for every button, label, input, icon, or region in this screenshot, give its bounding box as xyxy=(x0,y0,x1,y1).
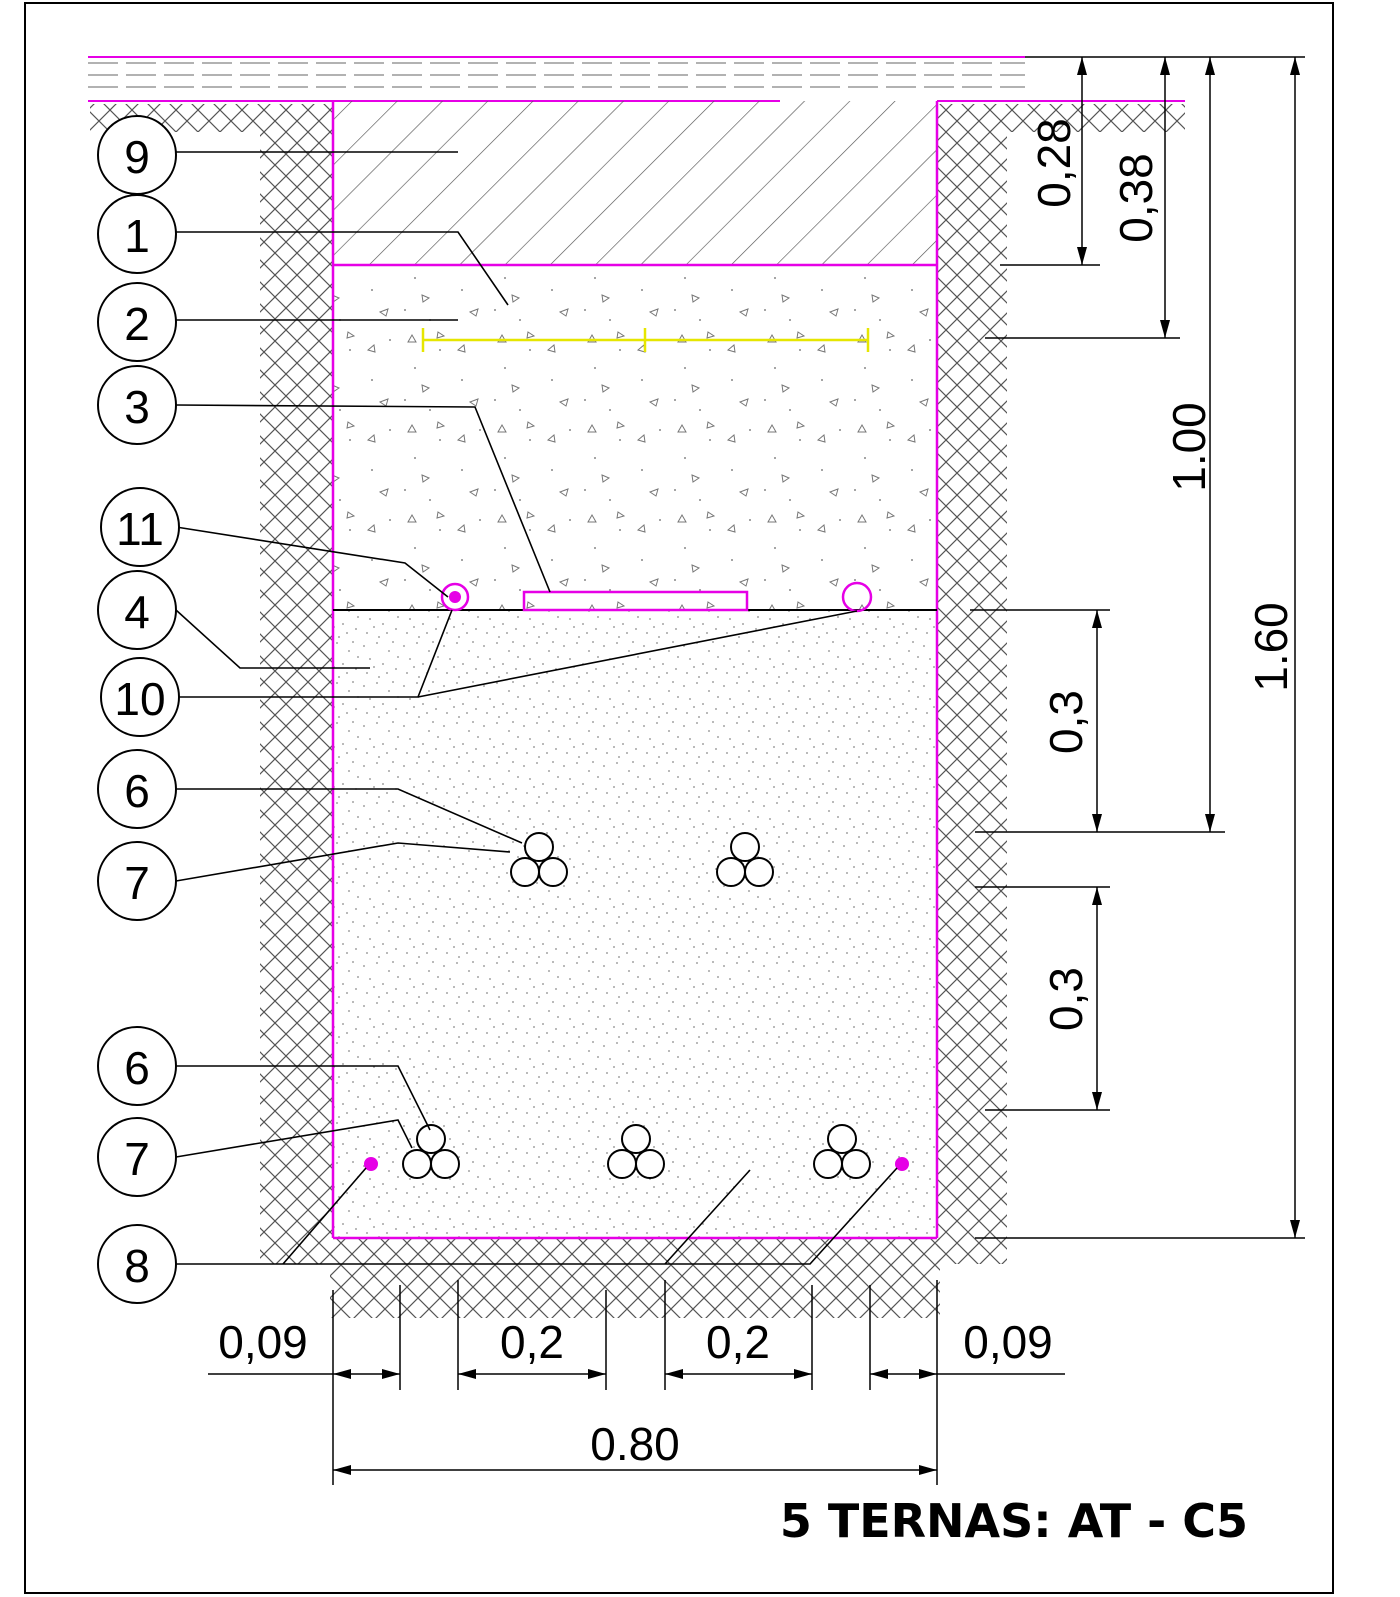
dim-0-38: 0,38 xyxy=(1110,153,1162,243)
callout-6-lower: 6 xyxy=(124,1042,150,1094)
callout-6-upper: 6 xyxy=(124,765,150,817)
warning-tape xyxy=(421,328,870,352)
cable-trefoil-lower-center xyxy=(607,1124,665,1179)
vertical-dimension-lines xyxy=(970,56,1305,1239)
dim-0-28: 0,28 xyxy=(1028,118,1080,208)
callout-9: 9 xyxy=(124,131,150,183)
vertical-dimension-arrows xyxy=(1077,57,1300,1238)
earth-conductor-right xyxy=(895,1157,909,1171)
callout-1: 1 xyxy=(124,210,150,262)
drawing-title: 5 TERNAS: AT - C5 xyxy=(780,1494,1248,1548)
horizontal-dimension-arrows xyxy=(333,1369,937,1475)
pavement-surface xyxy=(88,56,1185,102)
cable-trefoil-upper-left xyxy=(510,832,568,887)
callout-2: 2 xyxy=(124,298,150,350)
earth-conductor-left xyxy=(364,1157,378,1171)
trench-outline xyxy=(331,101,939,1240)
leader-lines xyxy=(175,151,898,1265)
dim-0-2-right: 0,2 xyxy=(706,1316,770,1368)
dim-0-3-lower: 0,3 xyxy=(1040,967,1092,1031)
callout-7-lower: 7 xyxy=(124,1133,150,1185)
callout-bubbles xyxy=(97,115,180,1304)
dim-1-60: 1.60 xyxy=(1245,602,1297,692)
callout-7-upper: 7 xyxy=(124,857,150,909)
dim-0-09-right: 0,09 xyxy=(963,1316,1053,1368)
horizontal-dimension-lines xyxy=(208,1280,1065,1485)
callout-3: 3 xyxy=(124,381,150,433)
fiber-cable-11 xyxy=(449,591,461,603)
duct-left xyxy=(440,582,470,612)
dim-0-3-upper: 0,3 xyxy=(1040,690,1092,754)
cable-trefoil-lower-left xyxy=(402,1124,460,1179)
layer-1-concrete xyxy=(333,265,937,610)
callout-8: 8 xyxy=(124,1240,150,1292)
dim-0-09-left: 0,09 xyxy=(218,1316,308,1368)
protection-plate xyxy=(522,590,749,612)
cable-trefoil-upper-right xyxy=(716,832,774,887)
cable-trefoil-lower-right xyxy=(813,1124,871,1179)
drawing-frame xyxy=(24,2,1334,1594)
dim-0-80-total: 0.80 xyxy=(590,1418,680,1470)
dim-1-00: 1.00 xyxy=(1163,402,1215,492)
dim-0-2-left: 0,2 xyxy=(500,1316,564,1368)
callout-4: 4 xyxy=(124,586,150,638)
callout-10: 10 xyxy=(114,673,165,725)
callout-11: 11 xyxy=(116,503,164,555)
layer-9-fill xyxy=(333,101,937,265)
